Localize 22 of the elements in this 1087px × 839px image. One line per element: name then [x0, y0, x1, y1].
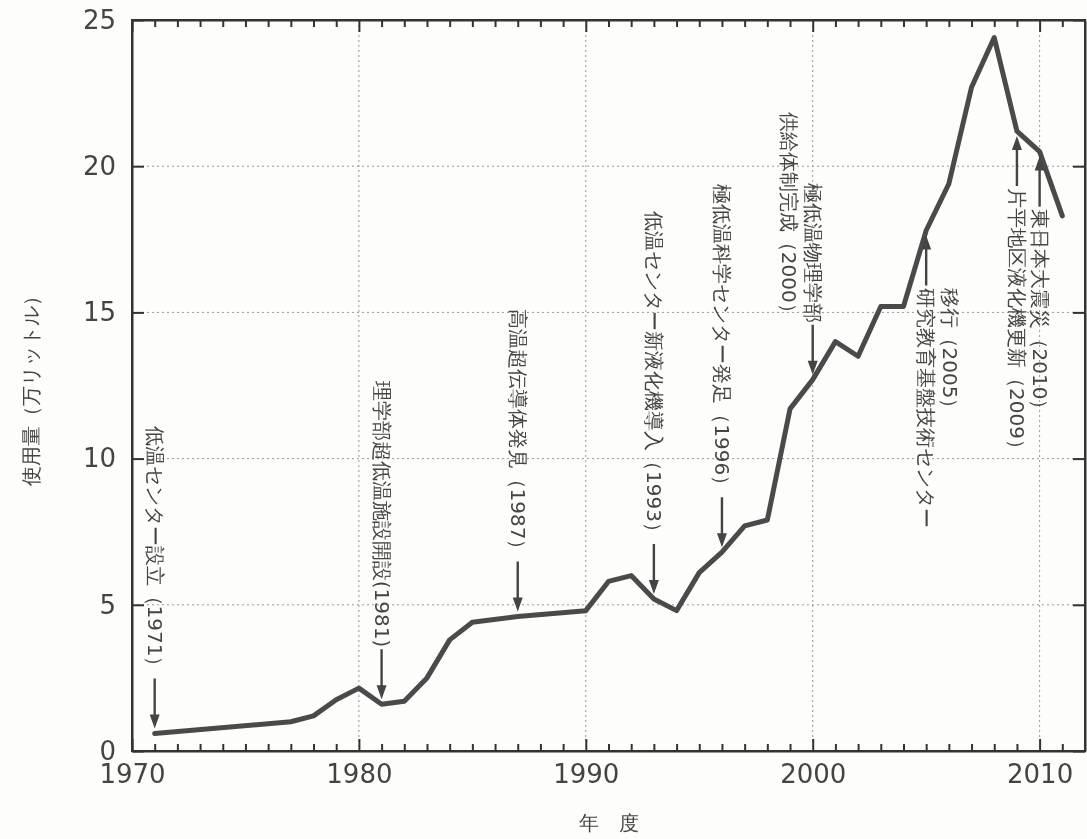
x-tick-label: 1990 — [553, 759, 620, 790]
annotation: 極低温物理学部 — [800, 182, 825, 323]
annotation: 東日本大震災（2010） — [1027, 208, 1052, 420]
y-tick-label: 15 — [82, 297, 116, 328]
x-tick-label: 2000 — [780, 759, 847, 790]
y-tick-label: 5 — [99, 589, 116, 620]
y-tick-label: 10 — [82, 443, 116, 474]
annotation: 研究教育基盤技術センター — [914, 287, 939, 528]
x-tick-label: 1980 — [326, 759, 393, 790]
annotation: 低温センター新液化機導入（1993） — [641, 211, 666, 542]
annotation: 高温超伝導体発見（1987） — [505, 308, 530, 560]
annotation: 移行（2005） — [938, 287, 963, 419]
y-tick-label: 20 — [82, 151, 116, 182]
x-tick-label: 2010 — [1007, 759, 1074, 790]
annotation: 低温センター設立（1971） — [142, 425, 167, 677]
y-tick-label: 25 — [82, 4, 116, 35]
annotation: 片平地区液化機更新（2009） — [1004, 188, 1029, 460]
x-axis-title: 年 度 — [578, 811, 639, 835]
annotation: 理学部超低温施設開設(1981) — [369, 380, 394, 648]
annotation: 極低温科学センター発足（1996） — [709, 184, 734, 496]
y-axis-title: 使用量（万リットル） — [19, 285, 43, 486]
annotation: 供給体制完成（2000） — [776, 111, 801, 323]
